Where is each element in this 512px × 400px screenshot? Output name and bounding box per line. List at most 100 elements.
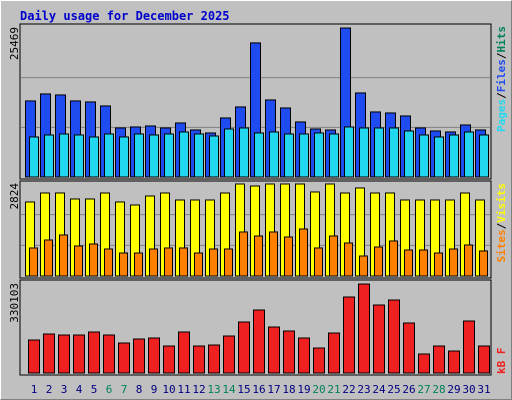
bar <box>283 330 295 374</box>
bar <box>119 252 128 277</box>
bar <box>88 331 100 374</box>
bar <box>59 234 68 277</box>
x-tick-label: 10 <box>162 383 175 396</box>
bar <box>44 239 53 277</box>
bar <box>28 339 40 374</box>
chart-title: Daily usage for December 2025 <box>20 9 230 23</box>
legend: Sites/Visits <box>495 183 508 263</box>
bar <box>299 228 308 277</box>
x-tick-label: 24 <box>372 383 386 396</box>
bar <box>224 248 233 277</box>
legend-entry: Sites <box>495 229 508 262</box>
x-tick-label: 19 <box>297 383 310 396</box>
legend-entry: Visits <box>495 183 508 223</box>
bar <box>433 345 445 374</box>
bar <box>149 134 159 178</box>
bar <box>73 334 85 374</box>
bar <box>74 134 84 178</box>
legend-entry: kB F <box>495 348 508 375</box>
x-tick-label: 9 <box>151 383 158 396</box>
bar <box>193 345 205 374</box>
x-tick-label: 7 <box>121 383 128 396</box>
bar <box>208 344 220 374</box>
bar <box>179 247 188 277</box>
x-tick-label: 1 <box>31 383 38 396</box>
bar <box>268 326 280 374</box>
bar <box>209 135 219 178</box>
bar <box>464 131 474 178</box>
x-tick-label: 31 <box>477 383 490 396</box>
bar <box>254 132 264 178</box>
bar <box>418 353 430 374</box>
bar <box>359 255 368 277</box>
legend-entry: Hits <box>495 26 508 53</box>
bar <box>223 335 235 374</box>
bar <box>104 248 113 277</box>
bar <box>389 240 398 277</box>
bar <box>74 245 83 277</box>
bar <box>178 331 190 374</box>
bar <box>103 334 115 374</box>
x-tick-label: 18 <box>282 383 295 396</box>
x-tick-label: 28 <box>432 383 445 396</box>
bar <box>404 249 413 277</box>
x-tick-label: 22 <box>342 383 355 396</box>
y-tick-label: 330103 <box>8 283 21 323</box>
bar <box>209 248 218 277</box>
x-tick-label: 12 <box>192 383 205 396</box>
bar <box>358 283 370 374</box>
x-tick-label: 5 <box>91 383 98 396</box>
x-tick-label: 8 <box>136 383 143 396</box>
bar <box>164 247 173 277</box>
bar <box>388 299 400 374</box>
bar <box>134 133 144 178</box>
bar <box>329 235 338 277</box>
x-tick-label: 25 <box>387 383 400 396</box>
legend-separator: / <box>495 222 508 229</box>
bar <box>269 131 279 178</box>
bar <box>104 133 114 178</box>
bar <box>164 133 174 178</box>
bar <box>253 309 265 374</box>
bar <box>119 136 129 178</box>
bar <box>299 133 309 178</box>
bar <box>134 252 143 277</box>
bar <box>329 133 339 178</box>
x-tick-label: 3 <box>61 383 68 396</box>
y-tick-label: 2824 <box>8 183 21 210</box>
y-tick-label: 25469 <box>8 27 21 60</box>
bar <box>464 244 473 277</box>
bar <box>373 304 385 374</box>
bar <box>313 347 325 374</box>
bar <box>29 136 39 178</box>
bar <box>269 231 278 277</box>
bar <box>284 236 293 277</box>
x-tick-label: 20 <box>312 383 325 396</box>
x-tick-label: 2 <box>46 383 53 396</box>
legend-entry: Pages <box>495 99 508 132</box>
bar <box>239 231 248 277</box>
bar <box>434 136 444 178</box>
bar <box>29 247 38 277</box>
bar <box>343 296 355 374</box>
bar <box>149 248 158 277</box>
bar <box>314 132 324 178</box>
bar <box>449 248 458 277</box>
x-tick-label: 17 <box>267 383 280 396</box>
x-tick-label: 21 <box>327 383 340 396</box>
x-tick-label: 26 <box>402 383 415 396</box>
x-tick-label: 30 <box>462 383 475 396</box>
x-tick-label: 23 <box>357 383 370 396</box>
bar <box>224 128 234 178</box>
bar <box>448 350 460 374</box>
x-tick-label: 29 <box>447 383 460 396</box>
bar <box>314 247 323 277</box>
bar <box>118 342 130 374</box>
bar <box>163 345 175 374</box>
bar <box>404 130 414 178</box>
x-tick-label: 11 <box>177 383 190 396</box>
bar <box>238 321 250 374</box>
legend: Pages/Files/Hits <box>495 26 508 132</box>
